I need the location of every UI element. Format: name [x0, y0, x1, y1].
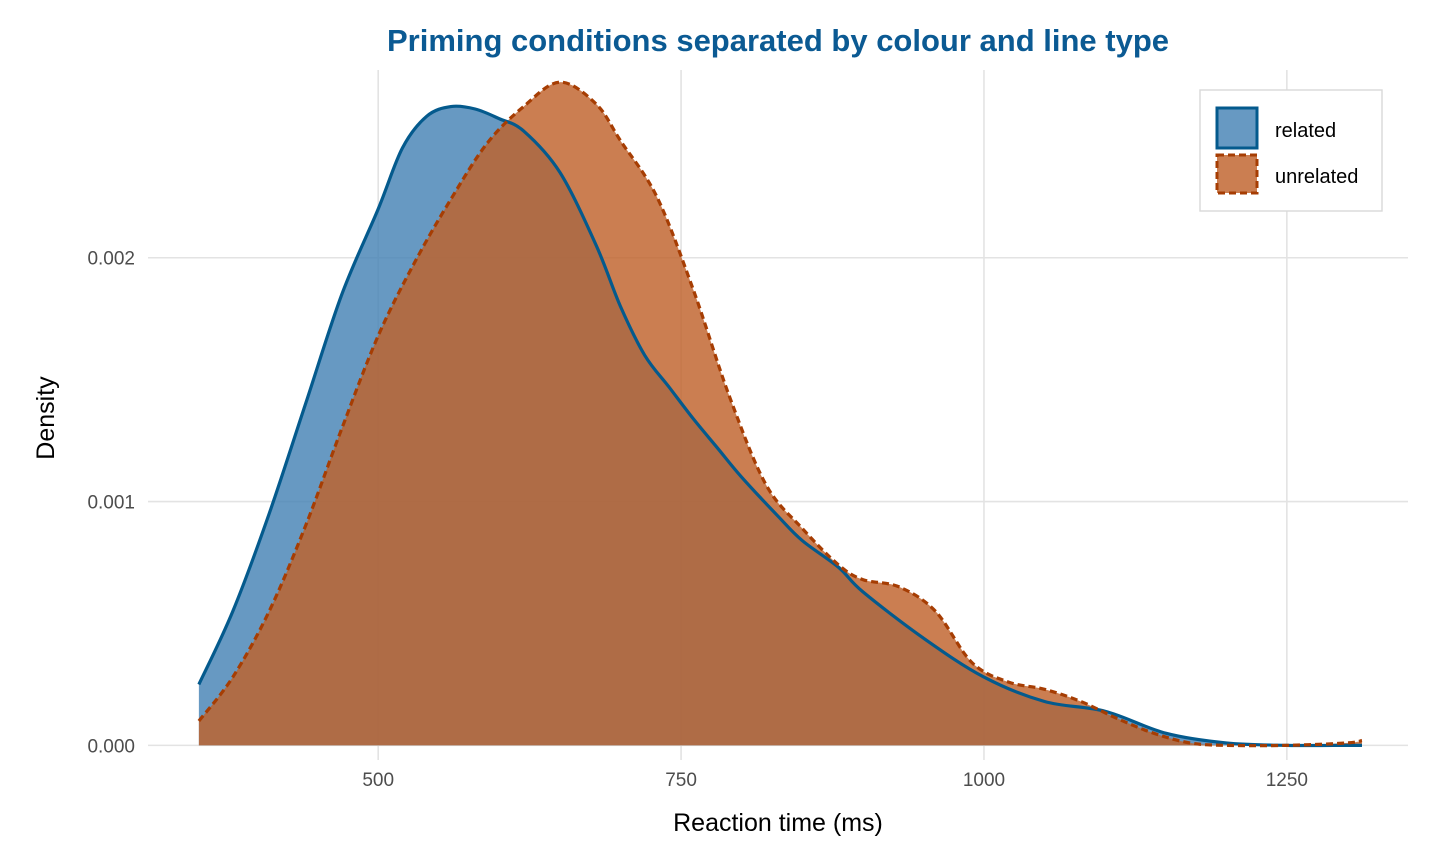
density-line-unrelated [197, 80, 1363, 748]
x-tick-label-1000: 1000 [963, 770, 1005, 791]
y-tick-label-0.001: 0.001 [87, 493, 135, 514]
density-area-unrelated [198, 82, 1362, 746]
legend-label-related: related [1275, 120, 1336, 142]
legend: related unrelated [1199, 89, 1383, 212]
density-line-related [197, 104, 1362, 748]
y-axis-title: Density [32, 376, 60, 460]
legend-key-related [1215, 106, 1259, 150]
area-layer [197, 82, 1362, 747]
line-layer [197, 80, 1363, 748]
x-tick-label-1250: 1250 [1266, 770, 1308, 791]
tick-layer: 500 750 1000 1250 0.000 0.001 0.002 [87, 249, 1308, 791]
x-axis-title: Reaction time (ms) [673, 809, 883, 837]
y-tick-label-0.002: 0.002 [87, 249, 135, 270]
legend-key-unrelated [1215, 153, 1259, 195]
x-tick-label-500: 500 [362, 770, 394, 791]
x-tick-label-750: 750 [665, 770, 697, 791]
chart-title: Priming conditions separated by colour a… [387, 23, 1169, 58]
legend-label-unrelated: unrelated [1275, 166, 1358, 188]
y-tick-label-0.000: 0.000 [87, 736, 135, 757]
